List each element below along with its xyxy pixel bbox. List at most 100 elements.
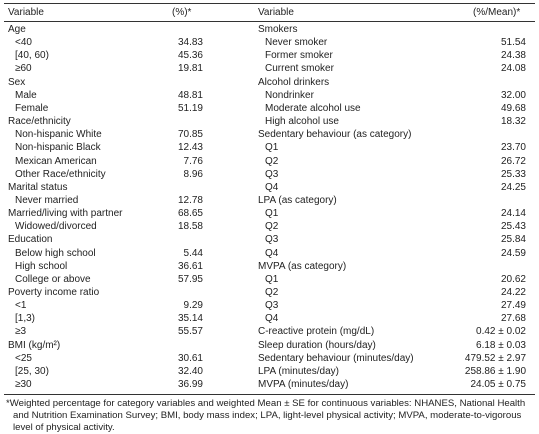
item-label: Q3 (265, 300, 279, 312)
value: 45.36 (177, 50, 203, 62)
value: 55.57 (177, 326, 203, 338)
value: 7.76 (183, 155, 203, 167)
value: 48.81 (177, 89, 203, 101)
group-label: Sleep duration (hours/day) (258, 339, 376, 351)
item-label: Q3 (265, 168, 279, 180)
value: 12.78 (177, 194, 203, 206)
top-rule (4, 3, 535, 4)
value: 24.59 (500, 247, 526, 259)
value: 36.99 (177, 379, 203, 391)
group-label: LPA (as category) (258, 194, 337, 206)
item-label: Nondrinker (265, 89, 314, 101)
group-label: MVPA (as category) (258, 260, 347, 272)
value: 24.22 (500, 287, 526, 298)
value: 18.32 (500, 116, 526, 128)
value: 51.54 (500, 37, 526, 49)
item-label: [40, 60) (15, 50, 49, 62)
value: 24.05 ± 0.75 (470, 379, 526, 391)
value: 6.18 ± 0.03 (476, 339, 526, 351)
value: 24.38 (500, 50, 526, 62)
value: 9.29 (183, 300, 203, 312)
item-label: Q2 (265, 287, 279, 298)
value: 24.14 (500, 208, 526, 220)
value: 27.49 (500, 300, 526, 312)
value: 70.85 (177, 129, 203, 141)
value: 57.95 (177, 273, 203, 285)
group-label: BMI (kg/m²) (8, 339, 61, 351)
item-label: Q1 (265, 273, 279, 285)
item-label: Female (15, 102, 49, 114)
header-cell: Variable (258, 7, 294, 18)
value: 26.72 (500, 155, 526, 167)
item-label: <25 (15, 352, 32, 364)
value: 25.84 (500, 234, 526, 246)
value: 51.19 (177, 102, 203, 114)
footnote: *Weighted percentage for category variab… (6, 398, 526, 433)
item-label: High alcohol use (265, 116, 339, 128)
value: 32.40 (177, 365, 203, 377)
value: 24.08 (500, 63, 526, 75)
group-label: C-reactive protein (mg/dL) (258, 326, 375, 338)
group-label: Sex (8, 76, 26, 88)
group-label: Poverty income ratio (8, 287, 100, 298)
header-cell: Variable (8, 7, 44, 18)
value: 34.83 (177, 37, 203, 49)
item-label: ≥60 (15, 63, 32, 75)
group-label: Married/living with partner (8, 208, 123, 220)
item-label: Never married (15, 194, 79, 206)
value: 19.81 (177, 63, 203, 75)
value: 12.43 (177, 142, 203, 154)
item-label: Q2 (265, 155, 279, 167)
value: 5.44 (183, 247, 203, 259)
item-label: Never smoker (265, 37, 328, 49)
group-label: Sedentary behaviour (as category) (258, 129, 412, 141)
value: 32.00 (500, 89, 526, 101)
value: 258.86 ± 1.90 (464, 365, 526, 377)
item-label: Q2 (265, 221, 279, 233)
value: 23.70 (500, 142, 526, 154)
value: 20.62 (500, 273, 526, 285)
bottom-rule (4, 394, 535, 395)
group-label: Sedentary behaviour (minutes/day) (258, 352, 414, 364)
group-label: Smokers (258, 24, 298, 35)
value: 24.25 (500, 181, 526, 193)
item-label: Other Race/ethnicity (15, 168, 106, 180)
value: 8.96 (183, 168, 203, 180)
header-rule (4, 21, 535, 22)
item-label: High school (15, 260, 68, 272)
value: 479.52 ± 2.97 (464, 352, 526, 364)
value: 25.33 (500, 168, 526, 180)
item-label: Moderate alcohol use (265, 102, 361, 114)
group-label: Race/ethnicity (8, 116, 71, 128)
item-label: Former smoker (265, 50, 333, 62)
item-label: ≥3 (15, 326, 27, 338)
item-label: Non-hispanic White (15, 129, 102, 141)
item-label: Non-hispanic Black (15, 142, 101, 154)
group-label: Education (8, 234, 53, 246)
item-label: Widowed/divorced (15, 221, 97, 233)
item-label: ≥30 (15, 379, 32, 391)
header-cell: (%/Mean)* (473, 7, 521, 18)
item-label: Below high school (15, 247, 96, 259)
header-cell: (%)* (172, 7, 192, 18)
group-label: LPA (minutes/day) (258, 365, 339, 377)
item-label: <40 (15, 37, 32, 49)
value: 18.58 (177, 221, 203, 233)
item-label: Male (15, 89, 37, 101)
group-label: Marital status (8, 181, 68, 193)
item-label: Q4 (265, 313, 279, 325)
value: 36.61 (177, 260, 203, 272)
item-label: Q3 (265, 234, 279, 246)
item-label: Current smoker (265, 63, 334, 75)
group-label: Age (8, 24, 26, 35)
group-label: MVPA (minutes/day) (258, 379, 349, 391)
value: 27.68 (500, 313, 526, 325)
item-label: <1 (15, 300, 27, 312)
value: 35.14 (177, 313, 203, 325)
item-label: Q4 (265, 247, 279, 259)
item-label: Q1 (265, 142, 279, 154)
item-label: [1,3) (15, 313, 36, 325)
item-label: [25, 30) (15, 365, 49, 377)
value: 25.43 (500, 221, 526, 233)
